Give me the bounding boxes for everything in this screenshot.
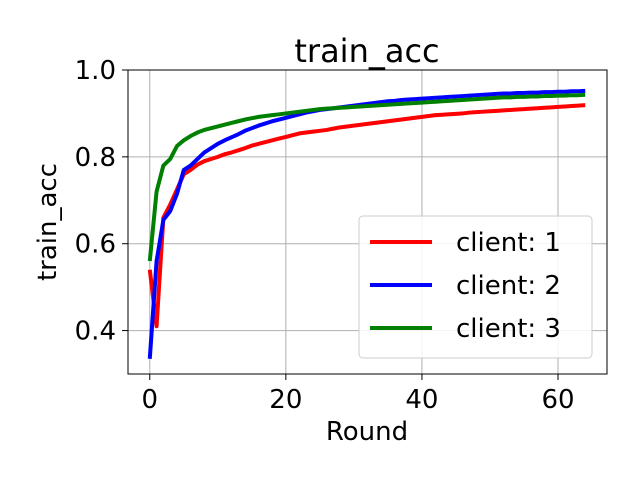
series-line-client-3 <box>147 92 586 262</box>
x-axis-label: Round <box>326 417 408 447</box>
plot-frame <box>127 69 608 375</box>
y-axis-ticks: 0.4 0.6 0.8 1.0 <box>75 56 128 347</box>
x-tick-label: 40 <box>405 385 438 415</box>
series-line-client-1 <box>147 103 586 329</box>
series-line-client-2 <box>147 88 586 359</box>
legend-label-client-3: client: 3 <box>456 314 561 344</box>
chart-title: train_acc <box>294 32 439 70</box>
x-tick-label: 20 <box>269 385 302 415</box>
y-tick-label: 0.8 <box>75 143 116 173</box>
x-tick-label: 0 <box>141 385 158 415</box>
legend-label-client-1: client: 1 <box>456 228 561 258</box>
series-lines <box>147 88 586 359</box>
x-tick-label: 60 <box>541 385 574 415</box>
y-tick-label: 0.6 <box>75 230 116 260</box>
legend-box <box>358 215 593 359</box>
y-axis-label: train_acc <box>33 163 63 281</box>
legend-label-client-2: client: 2 <box>456 271 561 301</box>
y-tick-label: 1.0 <box>75 56 116 86</box>
x-axis-ticks: 0 20 40 60 <box>141 374 575 415</box>
legend: client: 1 client: 2 client: 3 <box>358 215 593 359</box>
y-tick-label: 0.4 <box>75 317 116 347</box>
